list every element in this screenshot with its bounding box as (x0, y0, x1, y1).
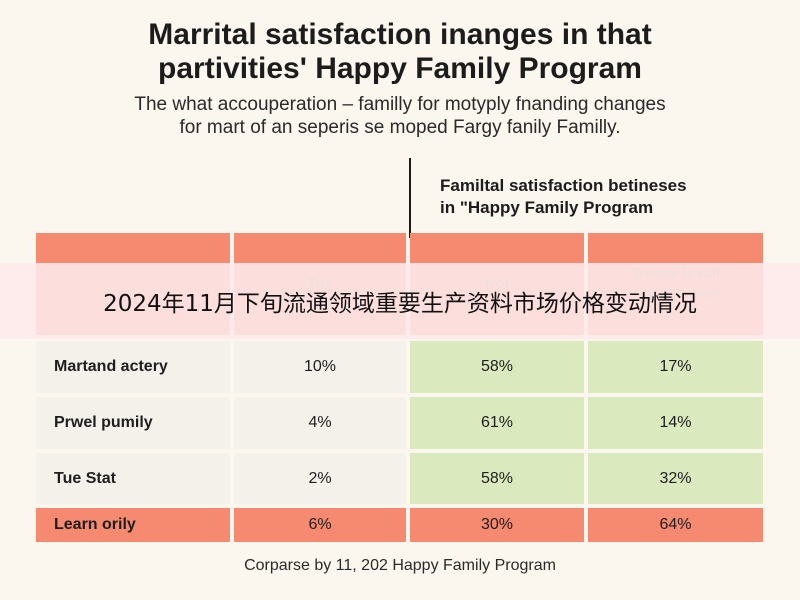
panel-title: Familtal satisfaction betineses in "Happ… (440, 175, 770, 219)
chart-subtitle: The what accouperation – familly for mot… (0, 93, 800, 139)
table-value-cell: 32% (588, 453, 763, 504)
panel-title-line-1: Familtal satisfaction betineses (440, 176, 687, 195)
table-value-cell: 58% (410, 341, 584, 393)
vertical-divider (409, 158, 411, 238)
chart-title-line-1: Marrital satisfaction inanges in that (148, 18, 652, 51)
table-value-cell: 61% (410, 397, 584, 449)
table-value-cell: 2% (234, 453, 406, 504)
table-value-cell: 17% (588, 341, 763, 393)
chart-title-line-2: partivities' Happy Family Program (158, 52, 642, 85)
table-row-label: Tue Stat (36, 453, 230, 504)
table-value-cell: 6% (234, 508, 406, 542)
table-value-cell: 64% (588, 508, 763, 542)
table-value-cell: 30% (410, 508, 584, 542)
table-value-cell: 4% (234, 397, 406, 449)
table-row-label: Martand actery (36, 341, 230, 393)
table-value-cell: 10% (234, 341, 406, 393)
overlay-banner-text: 2024年11月下旬流通领域重要生产资料市场价格变动情况 (103, 291, 697, 317)
table-row-label: Prwel pumily (36, 397, 230, 449)
chart-subtitle-line-1: The what accouperation – familly for mot… (134, 94, 666, 115)
overlay-banner: 2024年11月下旬流通领域重要生产资料市场价格变动情况 (0, 263, 800, 339)
chart-title: Marrital satisfaction inanges in that pa… (0, 18, 800, 86)
table-value-cell: 58% (410, 453, 584, 504)
source-note: Corparse by 11, 202 Happy Family Program (244, 557, 556, 574)
table-row-label: Learn orily (36, 508, 230, 542)
panel-title-line-2: in "Happy Family Program (440, 198, 654, 217)
table-value-cell: 14% (588, 397, 763, 449)
chart-subtitle-line-2: for mart of an seperis se moped Fargy fa… (179, 117, 621, 138)
